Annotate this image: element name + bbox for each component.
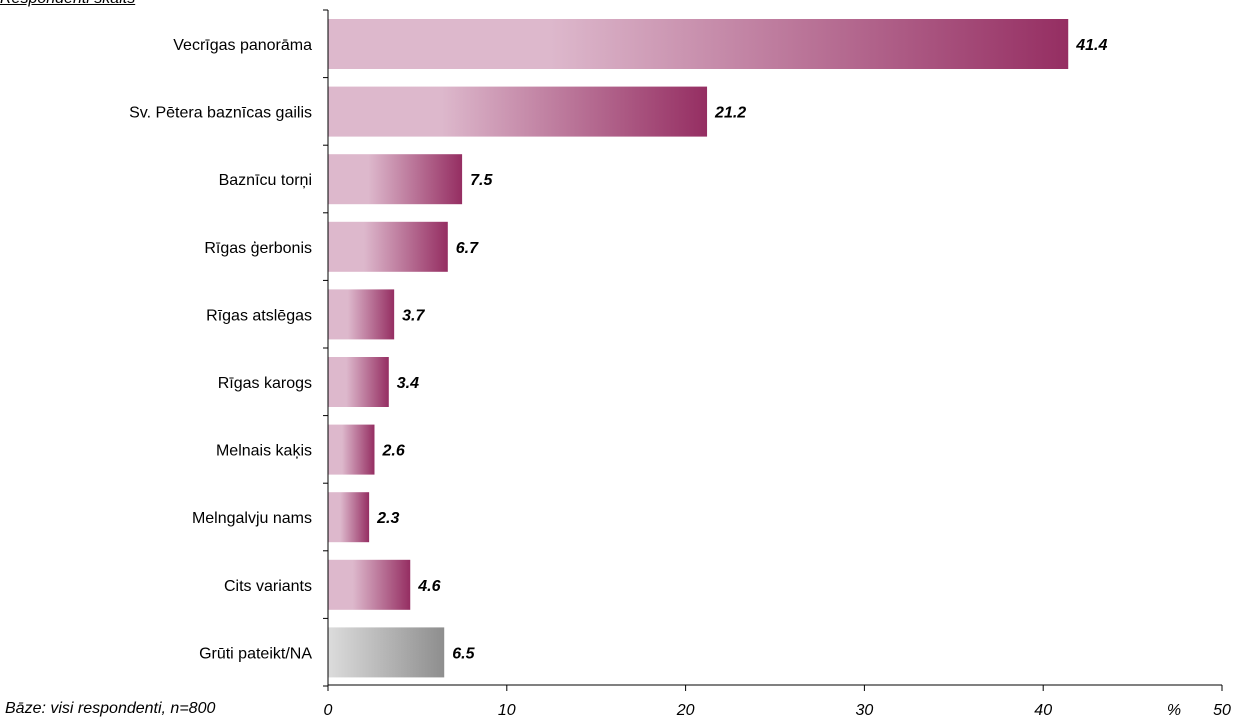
bar-4 [328,289,395,340]
category-label: Melngalvju nams [192,510,312,527]
x-tick-label: 10 [498,702,516,719]
value-label: 7.5 [470,172,493,189]
value-label: 3.4 [397,375,419,392]
value-label: 21.2 [714,105,746,122]
category-label: Rīgas ģerbonis [204,239,312,257]
bar-1 [328,86,708,137]
bar-9 [328,627,445,678]
base-note: Bāze: visi respondenti, n=800 [5,700,216,717]
category-label: Rīgas atslēgas [206,307,312,324]
category-label: Melnais kaķis [216,443,312,460]
x-tick-label: 50 [1213,702,1231,719]
bar-7 [328,492,370,543]
bar-2 [328,154,463,205]
x-tick-label: 30 [856,702,874,719]
x-tick-label: 40 [1034,702,1052,719]
category-label: Sv. Pētera baznīcas gailis [129,105,312,122]
value-label: 4.6 [417,578,440,595]
category-label: Grūti pateikt/NA [199,645,312,662]
header-note: Respondenti skaits [0,0,135,8]
bar-5 [328,357,389,407]
value-label: 6.5 [452,645,475,662]
value-label: 2.3 [376,510,399,527]
value-label: 41.4 [1075,37,1107,54]
value-label: 2.6 [381,443,404,460]
category-label: Cits variants [224,578,312,595]
category-label: Baznīcu torņi [219,172,312,189]
bar-8 [328,559,411,610]
bars-layer: Vecrīgas panorāma 41.4 Sv. Pētera baznīcas… [129,19,1107,678]
category-label: Vecrīgas panorāma [173,37,312,54]
value-label: 6.7 [456,240,479,257]
x-unit-label: % [1167,702,1181,719]
value-label: 3.7 [402,307,425,324]
x-tick-label: 0 [324,702,333,719]
bar-3 [328,221,448,272]
bar-0 [328,19,1069,69]
bar-6 [328,424,375,475]
axes: 0 10 20 30 40 50% [323,9,1231,719]
category-label: Rīgas karogs [218,375,312,392]
x-tick-label: 20 [676,702,695,719]
